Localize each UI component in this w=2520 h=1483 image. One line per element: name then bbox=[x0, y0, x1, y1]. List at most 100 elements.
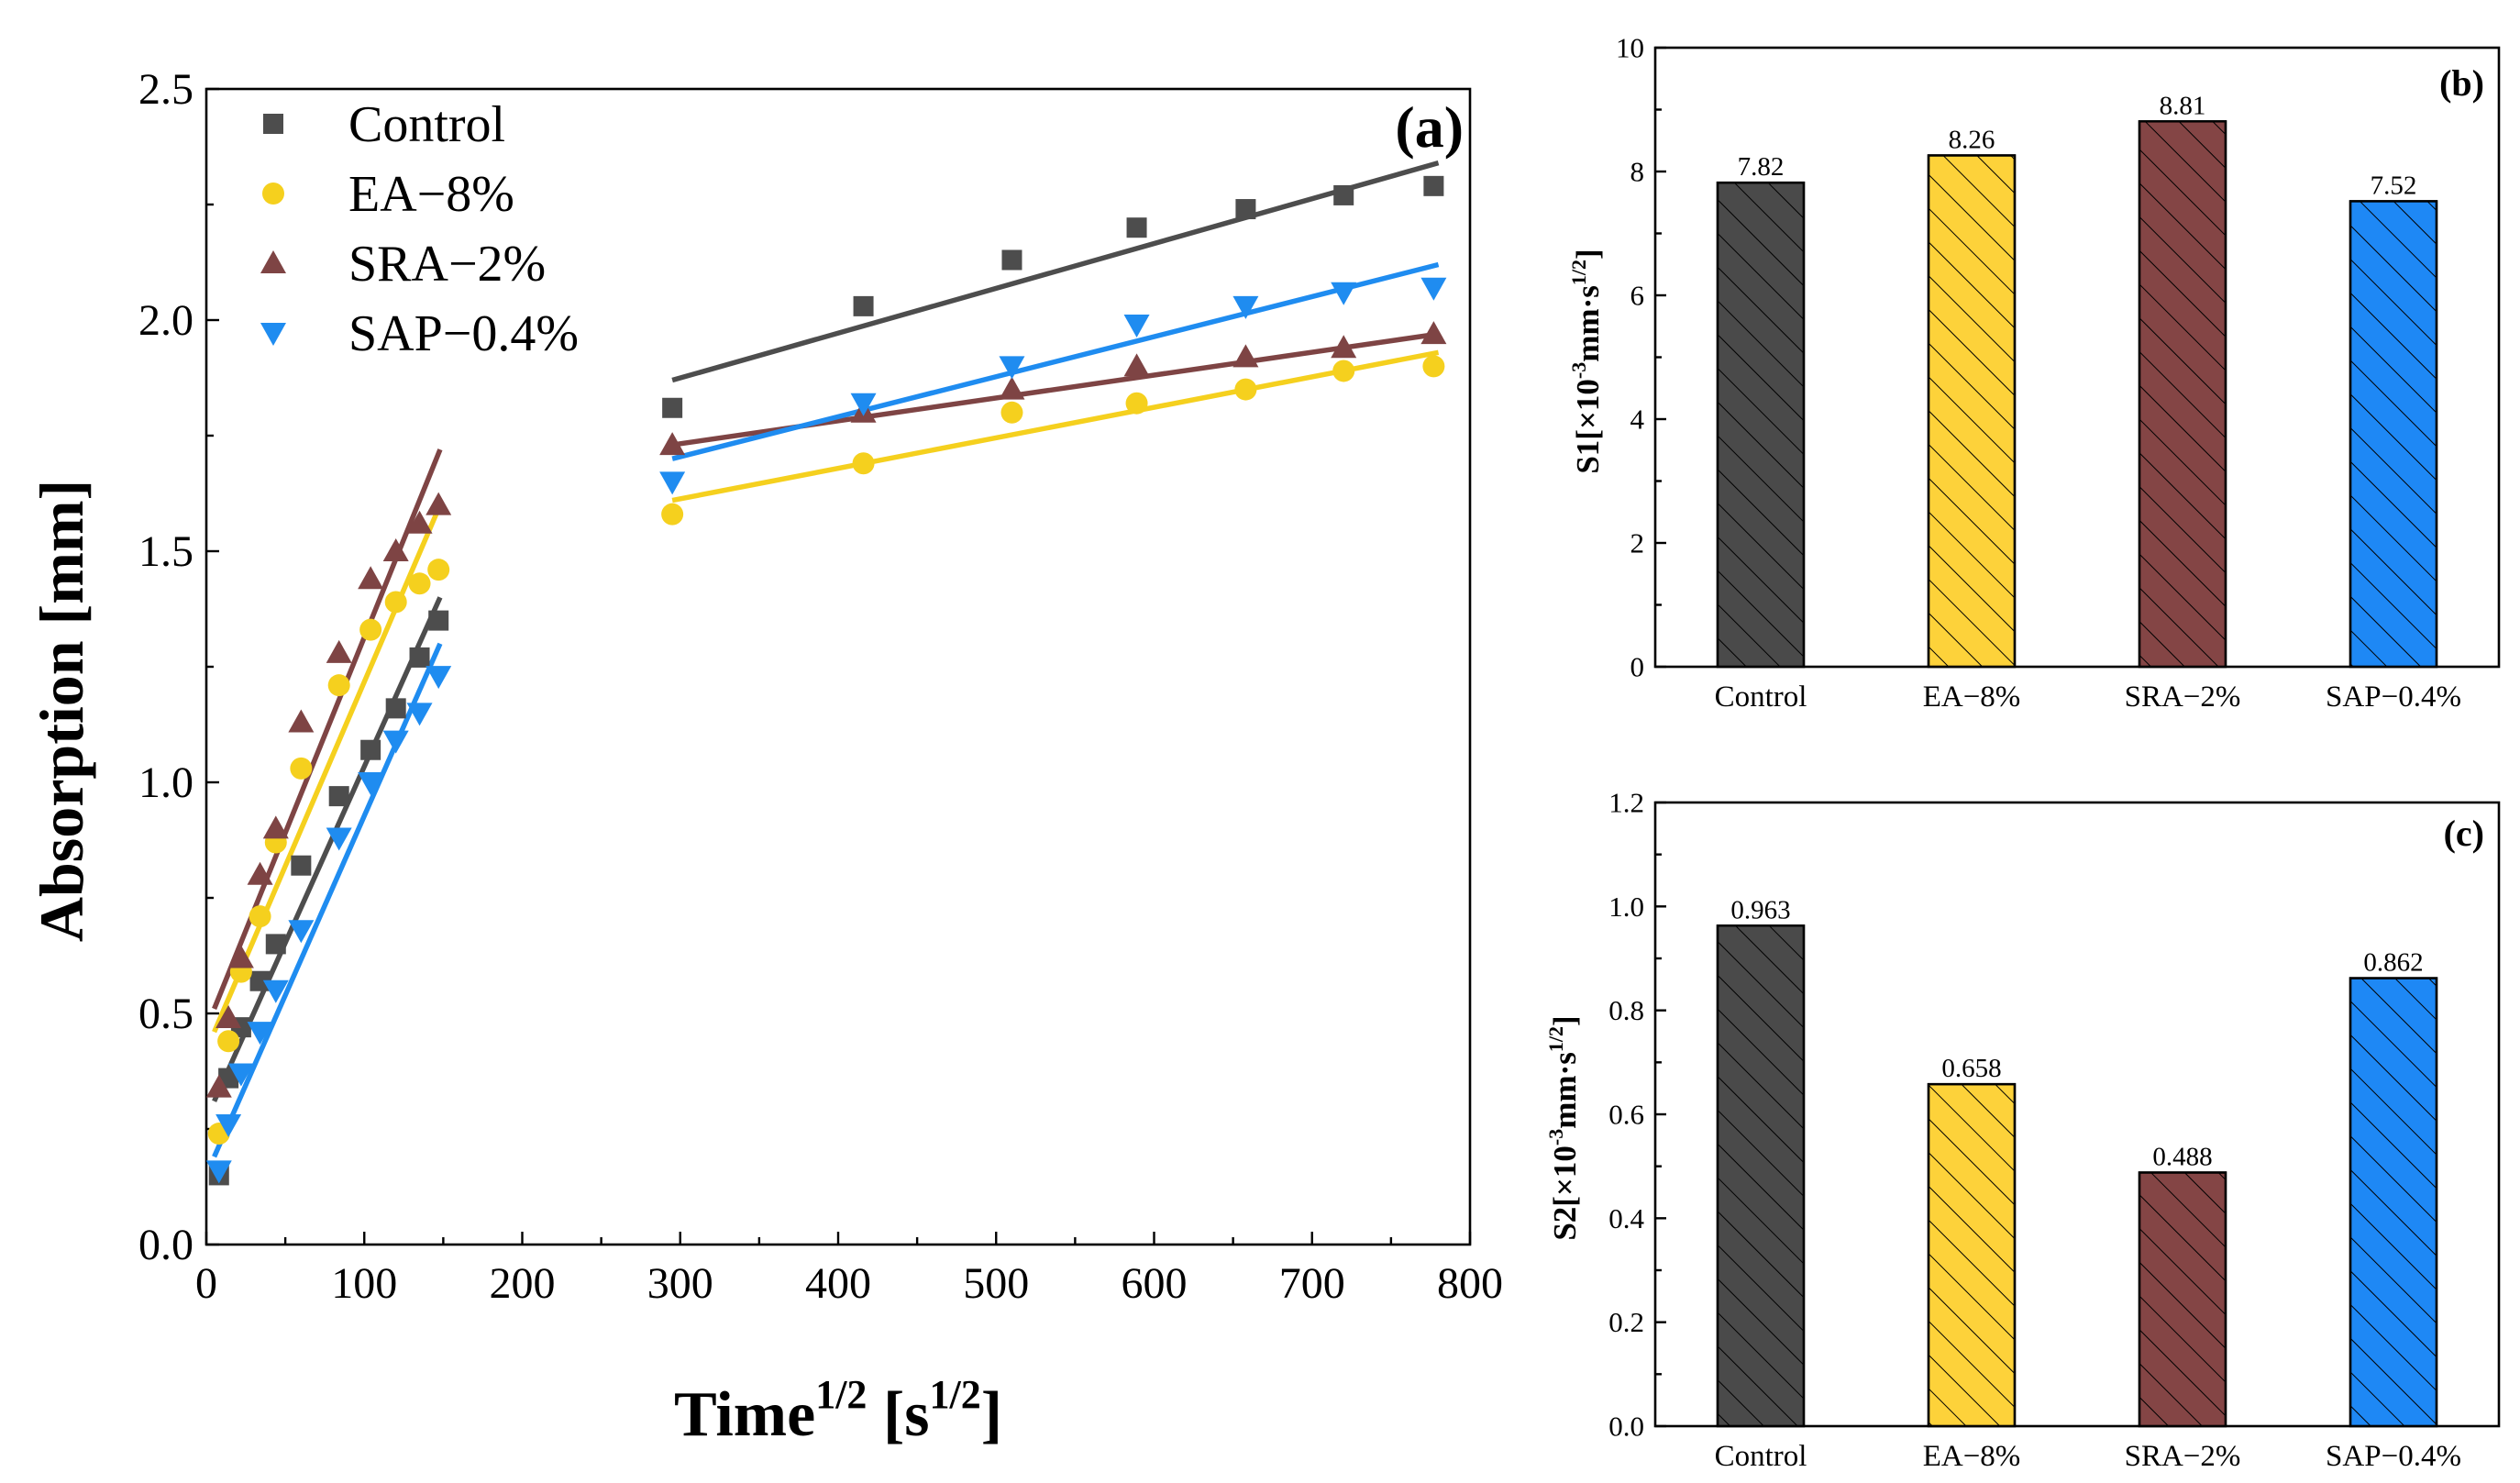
c-ytitle-post: ] bbox=[1547, 1015, 1583, 1026]
legend-marker-0 bbox=[263, 114, 283, 134]
panel-c-bars bbox=[1716, 924, 2438, 1428]
x-category-label: SRA−2% bbox=[2125, 681, 2241, 714]
data-point bbox=[409, 647, 430, 668]
x-category-label: SAP−0.4% bbox=[2326, 1440, 2461, 1473]
bar-hatch-0 bbox=[1716, 181, 1806, 669]
data-point bbox=[217, 1030, 240, 1053]
data-point bbox=[247, 1022, 273, 1046]
panel-a-y-axis-title: Absorption [mm] bbox=[27, 480, 96, 942]
panel-b-tick-labels: 0 2 4 6 8 10 7.82 Control 8.26 EA−8% 8.81 SRA−2% 7.5… bbox=[1616, 32, 2461, 714]
bar-hatch-1 bbox=[1927, 154, 2017, 669]
bar-value-label: 0.963 bbox=[1730, 895, 1790, 924]
data-point bbox=[205, 1074, 232, 1098]
fit-line-1 bbox=[671, 349, 1440, 504]
legend-label-1: EA−8% bbox=[348, 166, 514, 223]
data-point bbox=[227, 1063, 254, 1087]
x-tick-label: 100 bbox=[331, 1259, 397, 1308]
x-tick-label: 300 bbox=[647, 1259, 713, 1308]
data-point bbox=[661, 503, 684, 526]
data-point bbox=[288, 709, 315, 733]
panel-a-label: (a) bbox=[1395, 94, 1464, 160]
panel-c-bar-chart: 0.0 0.2 0.4 0.6 0.8 1.0 1.2 0.963 Control 0.658 EA… bbox=[1544, 787, 2501, 1473]
data-point bbox=[359, 618, 382, 641]
x-tick-label: 500 bbox=[963, 1259, 1029, 1308]
c-ytitle-mid: mm·s bbox=[1547, 1052, 1583, 1129]
data-point bbox=[1000, 401, 1023, 424]
data-point bbox=[360, 739, 381, 760]
panel-a-scatter-chart: 0 100 200 300 400 500 600 700 800 0.0 0.5 1.0 1.5 2.0… bbox=[27, 65, 1503, 1450]
panel-b-y-axis-title: S1[×10-3mm·s1/2] bbox=[1567, 249, 1606, 473]
panel-c-y-axis-title: S2[×10-3mm·s1/2] bbox=[1544, 1015, 1583, 1240]
data-point bbox=[1232, 295, 1259, 319]
x-tick-label: 0 bbox=[195, 1259, 217, 1308]
data-point bbox=[216, 1113, 242, 1137]
y-tick-label: 2 bbox=[1630, 527, 1645, 559]
data-point bbox=[1333, 184, 1354, 205]
data-point bbox=[1232, 344, 1259, 368]
data-point bbox=[853, 295, 874, 316]
data-point bbox=[850, 393, 877, 416]
y-tick-label: 8 bbox=[1630, 156, 1645, 188]
x-category-label: Control bbox=[1715, 1440, 1807, 1473]
bar-value-label: 0.862 bbox=[2363, 948, 2423, 978]
c-ytitle-sup1: -3 bbox=[1544, 1129, 1567, 1145]
data-point bbox=[1423, 175, 1444, 196]
data-point bbox=[262, 815, 289, 839]
bar-hatch-2 bbox=[2138, 1171, 2227, 1428]
bar-hatch-1 bbox=[1927, 1082, 2017, 1428]
c-ytitle-sup2: 1/2 bbox=[1544, 1026, 1567, 1052]
fit-line-1 bbox=[212, 504, 443, 1034]
data-point bbox=[999, 356, 1025, 380]
panel-a-legend: Control EA−8% SRA−2% SAP−0.4% bbox=[260, 96, 579, 362]
data-point bbox=[406, 510, 433, 534]
legend-marker-3 bbox=[260, 323, 286, 346]
y-tick-label: 1.0 bbox=[1608, 891, 1644, 923]
bar-hatch-0 bbox=[1716, 924, 1806, 1428]
y-tick-label: 0.2 bbox=[1608, 1306, 1644, 1338]
data-point bbox=[326, 827, 352, 851]
y-tick-label: 0.0 bbox=[138, 1221, 193, 1269]
bar-value-label: 0.488 bbox=[2152, 1142, 2212, 1171]
panel-a-data-points bbox=[205, 175, 1447, 1186]
y-tick-label: 1.2 bbox=[1608, 787, 1644, 819]
data-point bbox=[205, 1160, 232, 1184]
x-category-label: Control bbox=[1715, 681, 1807, 714]
data-point bbox=[326, 639, 352, 663]
panel-c-axes bbox=[1653, 801, 2501, 1428]
data-point bbox=[382, 538, 409, 561]
y-tick-label: 10 bbox=[1616, 32, 1644, 64]
data-point bbox=[1234, 378, 1257, 401]
y-tick-label: 0.5 bbox=[138, 990, 193, 1038]
data-point bbox=[852, 452, 875, 475]
bar-hatch-3 bbox=[2349, 977, 2438, 1428]
x-title-unit-open: [s bbox=[867, 1379, 929, 1450]
data-point bbox=[1331, 335, 1357, 359]
data-point bbox=[384, 591, 407, 614]
fit-line-0 bbox=[212, 596, 443, 1102]
x-category-label: SRA−2% bbox=[2125, 1440, 2241, 1473]
y-tick-label: 6 bbox=[1630, 280, 1645, 312]
x-category-label: SAP−0.4% bbox=[2326, 681, 2461, 714]
data-point bbox=[1332, 360, 1355, 382]
fit-line-3 bbox=[212, 642, 443, 1158]
data-point bbox=[662, 397, 683, 418]
data-point bbox=[999, 376, 1025, 400]
panel-a-tick-labels: 0 100 200 300 400 500 600 700 800 0.0 0.5 1.0 1.5 2.0… bbox=[138, 65, 1503, 1308]
data-point bbox=[227, 945, 254, 968]
fit-line-3 bbox=[671, 261, 1440, 461]
panel-b-bar-chart: 0 2 4 6 8 10 7.82 Control 8.26 EA−8% 8.81 SRA−2% 7.5… bbox=[1567, 32, 2501, 714]
fit-line-0 bbox=[671, 160, 1440, 383]
bar-value-label: 7.82 bbox=[1738, 152, 1785, 182]
legend-label-2: SRA−2% bbox=[348, 236, 546, 293]
data-point bbox=[427, 559, 450, 581]
panel-a-axes bbox=[204, 87, 1472, 1246]
data-point bbox=[428, 610, 449, 631]
b-ytitle-post: ] bbox=[1570, 249, 1606, 260]
data-point bbox=[249, 905, 271, 928]
bar-hatch-3 bbox=[2349, 200, 2438, 669]
fit-line-2 bbox=[212, 448, 443, 1010]
data-point bbox=[1123, 315, 1150, 338]
data-point bbox=[1126, 217, 1147, 238]
data-point bbox=[406, 703, 433, 726]
data-point bbox=[382, 730, 409, 754]
